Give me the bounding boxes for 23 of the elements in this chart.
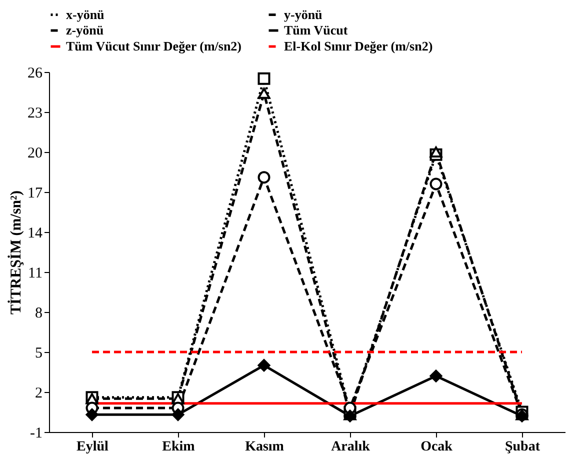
x-tick-label: Ocak xyxy=(420,440,453,454)
legend-label: x-yönü xyxy=(66,6,104,22)
x-tick-label: Aralık xyxy=(331,440,370,454)
y-tick-label: 2 xyxy=(35,386,42,402)
y-tick-label: 14 xyxy=(28,226,43,242)
legend-label: Tüm Vücut Sınır Değer (m/sn2) xyxy=(66,38,242,54)
y-tick-label: 8 xyxy=(35,306,42,322)
x-tick-label: Eylül xyxy=(76,440,109,454)
x-tick-label: Şubat xyxy=(504,440,540,454)
y-axis-title: TİTREŞİM (m/sn²) xyxy=(8,190,24,315)
legend-label: z-yönü xyxy=(66,22,104,38)
legend-label: El-Kol Sınır Değer (m/sn2) xyxy=(284,38,433,54)
legend-label: Tüm Vücut xyxy=(284,22,348,38)
y-tick-label: 17 xyxy=(28,186,43,202)
y-tick-label: 5 xyxy=(35,346,42,362)
y-tick-label: 23 xyxy=(28,106,42,122)
legend-label: y-yönü xyxy=(284,6,322,22)
y-tick-label: -1 xyxy=(30,426,42,442)
x-tick-label: Kasım xyxy=(245,440,284,454)
x-tick-label: Ekim xyxy=(162,440,196,454)
y-tick-label: 20 xyxy=(28,146,42,162)
y-tick-label: 11 xyxy=(28,266,42,282)
y-tick-label: 26 xyxy=(28,66,43,82)
